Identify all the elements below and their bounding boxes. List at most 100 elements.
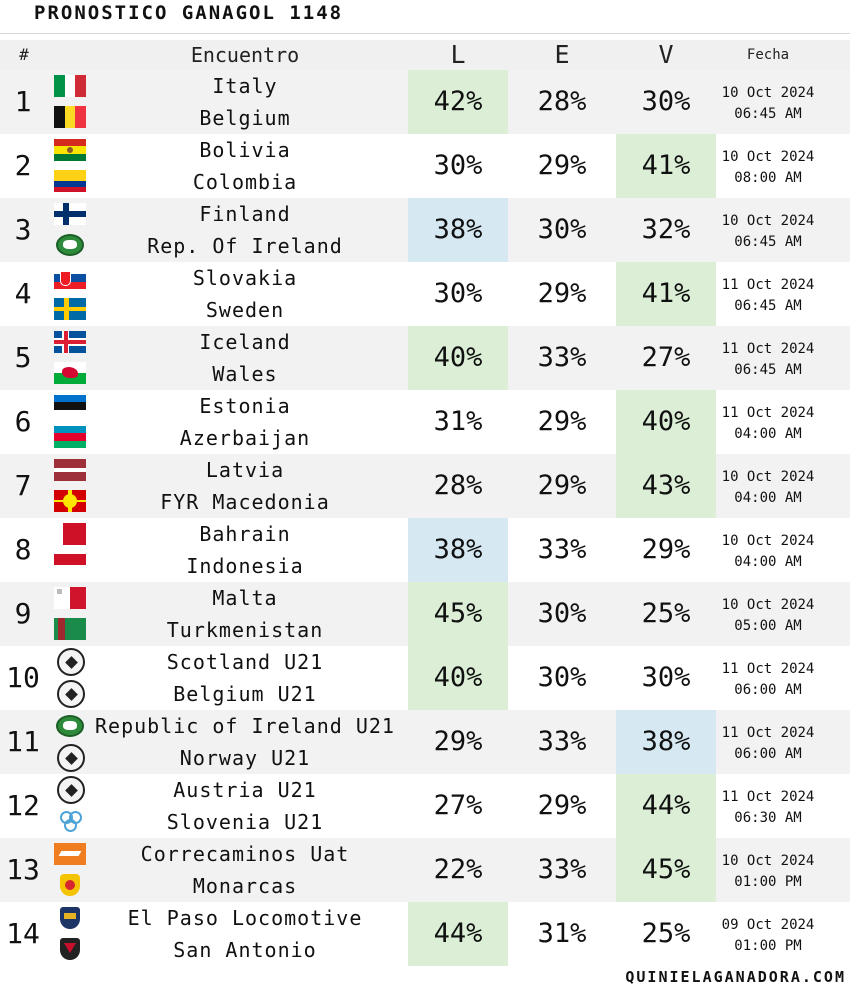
row-number: 3	[14, 213, 32, 246]
latvia-flag-icon	[54, 459, 86, 481]
table-row: 14 El Paso Locomotive San Antonio 44% 31% 25%…	[0, 902, 850, 966]
visitor-percent: 25%	[641, 918, 691, 949]
local-percent: 30%	[433, 150, 483, 181]
away-team-name: Turkmenistan	[166, 618, 324, 642]
belgium-flag-icon	[54, 106, 86, 128]
soccer-ball-icon	[57, 776, 85, 804]
table-row: 5 Iceland Wales 40% 33% 27% 11 Oct 2024 06:45 A…	[0, 326, 850, 390]
match-date: 10 Oct 2024	[721, 853, 815, 869]
draw-percent: 33%	[537, 534, 587, 565]
away-team-name: Belgium	[199, 106, 291, 130]
match-date: 10 Oct 2024	[721, 597, 815, 613]
match-datetime: 10 Oct 2024 06:45 AM	[716, 211, 820, 253]
away-team-name: Wales	[212, 362, 278, 386]
draw-percent: 29%	[537, 470, 587, 501]
home-team-name: Slovakia	[192, 266, 298, 290]
turkmenistan-flag-icon	[54, 618, 86, 640]
azerbaijan-flag-icon	[54, 426, 86, 448]
away-team-name: Rep. Of Ireland	[147, 234, 343, 258]
iceland-flag-icon	[54, 331, 86, 353]
header-match: Encuentro	[190, 43, 300, 67]
match-time: 04:00 AM	[734, 490, 802, 506]
away-team-name: Azerbaijan	[179, 426, 311, 450]
draw-percent: 30%	[537, 662, 587, 693]
soccer-ball-icon	[57, 648, 85, 676]
table-row: 13 Correcaminos Uat Monarcas 22% 33% 45% 10 Oc…	[0, 838, 850, 902]
match-time: 06:45 AM	[734, 234, 802, 250]
home-team-name: Bolivia	[199, 138, 291, 162]
table-row: 9 Malta Turkmenistan 45% 30% 25% 10 Oct 2024 05…	[0, 582, 850, 646]
match-date: 11 Oct 2024	[721, 405, 815, 421]
match-datetime: 11 Oct 2024 04:00 AM	[716, 403, 820, 445]
match-table-body: 1 Italy Belgium 42% 28% 30% 10 Oct 2024 06:45 A…	[0, 70, 850, 966]
row-number: 5	[14, 341, 32, 374]
home-team-name: Bahrain	[199, 522, 291, 546]
match-datetime: 10 Oct 2024 06:45 AM	[716, 83, 820, 125]
draw-percent: 31%	[537, 918, 587, 949]
header-local: L	[450, 40, 466, 69]
match-time: 06:45 AM	[734, 362, 802, 378]
match-date: 10 Oct 2024	[721, 533, 815, 549]
match-time: 06:45 AM	[734, 106, 802, 122]
wales-flag-icon	[54, 362, 86, 384]
visitor-percent: 30%	[641, 86, 691, 117]
row-number: 6	[14, 405, 32, 438]
draw-percent: 33%	[537, 854, 587, 885]
away-team-name: Sweden	[205, 298, 285, 322]
visitor-percent: 25%	[641, 598, 691, 629]
table-row: 1 Italy Belgium 42% 28% 30% 10 Oct 2024 06:45 A…	[0, 70, 850, 134]
ireland-crest-icon	[54, 234, 86, 256]
row-number: 14	[6, 917, 40, 950]
home-team-name: Finland	[199, 202, 291, 226]
macedonia-flag-icon	[54, 490, 86, 512]
visitor-percent: 27%	[641, 342, 691, 373]
match-time: 06:30 AM	[734, 810, 802, 826]
match-date: 10 Oct 2024	[721, 85, 815, 101]
header-number: #	[19, 45, 29, 64]
visitor-percent: 30%	[641, 662, 691, 693]
malta-flag-icon	[54, 587, 86, 609]
away-team-name: Monarcas	[192, 874, 298, 898]
local-percent: 44%	[408, 902, 508, 966]
row-number: 10	[6, 661, 40, 694]
local-percent: 30%	[433, 278, 483, 309]
indonesia-flag-icon	[54, 554, 86, 576]
site-watermark: QUINIELAGANADORA.COM	[625, 968, 846, 986]
draw-percent: 29%	[537, 278, 587, 309]
match-time: 06:00 AM	[734, 746, 802, 762]
local-percent: 42%	[408, 70, 508, 134]
match-date: 10 Oct 2024	[721, 469, 815, 485]
row-number: 11	[6, 725, 40, 758]
match-datetime: 11 Oct 2024 06:00 AM	[716, 659, 820, 701]
table-row: 4 Slovakia Sweden 30% 29% 41% 11 Oct 2024 06:45…	[0, 262, 850, 326]
match-date: 11 Oct 2024	[721, 661, 815, 677]
bolivia-flag-icon	[54, 139, 86, 161]
away-team-name: Norway U21	[179, 746, 311, 770]
away-team-name: Belgium U21	[173, 682, 317, 706]
visitor-percent: 40%	[616, 390, 716, 454]
soccer-ball-icon	[57, 744, 85, 772]
home-team-name: Scotland U21	[166, 650, 324, 674]
page-title: PRONOSTICO GANAGOL 1148	[34, 2, 344, 24]
match-datetime: 10 Oct 2024 08:00 AM	[716, 147, 820, 189]
away-team-name: Indonesia	[186, 554, 304, 578]
home-team-name: Correcaminos Uat	[140, 842, 350, 866]
el-paso-crest-icon	[54, 907, 86, 929]
match-date: 11 Oct 2024	[721, 341, 815, 357]
italy-flag-icon	[54, 75, 86, 97]
home-team-name: Republic of Ireland U21	[95, 714, 395, 738]
away-team-name: Slovenia U21	[166, 810, 324, 834]
home-team-name: El Paso Locomotive	[127, 906, 363, 930]
title-divider	[0, 33, 850, 34]
home-team-name: Austria U21	[173, 778, 317, 802]
draw-percent: 29%	[537, 150, 587, 181]
bahrain-flag-icon	[54, 523, 86, 545]
visitor-percent: 41%	[616, 262, 716, 326]
match-date: 10 Oct 2024	[721, 149, 815, 165]
ireland-crest-icon	[54, 715, 86, 737]
local-percent: 31%	[433, 406, 483, 437]
home-team-name: Iceland	[199, 330, 291, 354]
visitor-percent: 32%	[641, 214, 691, 245]
draw-percent: 30%	[537, 214, 587, 245]
visitor-percent: 43%	[616, 454, 716, 518]
